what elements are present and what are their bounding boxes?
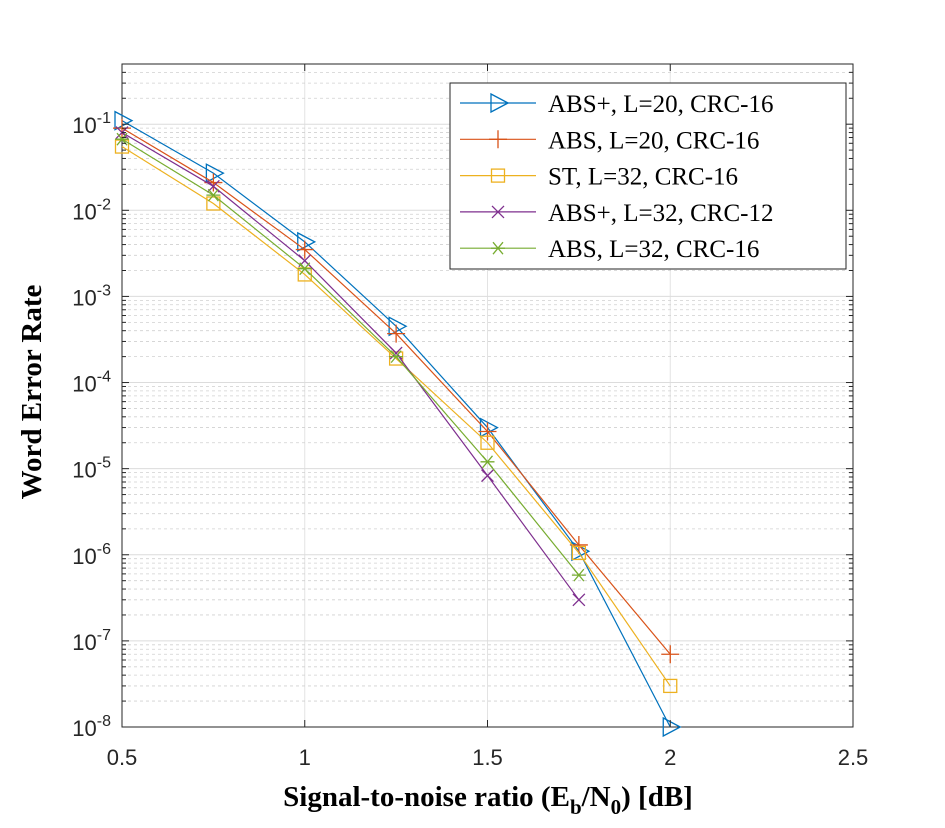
data-point — [206, 188, 221, 202]
ticks: 0.5 1 1.5 2 2.5 10-1 10-2 10-3 10-4 10-5 10-6 10-7 1… — [72, 63, 869, 770]
data-point — [571, 545, 587, 561]
data-point — [387, 324, 406, 343]
legend-label: ST, L=32, CRC-16 — [548, 164, 738, 191]
legend: ABS+, L=20, CRC-16 ABS, L=20, CRC-16 ST, L… — [449, 82, 847, 270]
data-point — [481, 469, 494, 483]
series-layer — [113, 110, 682, 738]
series-line — [121, 132, 580, 601]
data-point — [489, 130, 507, 149]
series-line — [121, 146, 671, 687]
data-point — [490, 92, 510, 114]
legend-item: ABS, L=20, CRC-16 — [460, 127, 759, 154]
data-point — [478, 422, 497, 441]
x-tick-label: 1 — [299, 745, 311, 770]
y-tick-label: 10-6 — [72, 541, 111, 569]
data-point — [205, 163, 225, 184]
data-point — [480, 455, 495, 469]
legend-label: ABS+, L=20, CRC-16 — [548, 91, 773, 118]
data-point — [663, 678, 678, 694]
legend-item: ABS, L=32, CRC-16 — [460, 236, 759, 263]
data-point — [572, 593, 586, 607]
y-tick-label: 10-3 — [72, 282, 111, 310]
data-point — [661, 645, 680, 664]
data-point — [295, 240, 314, 259]
data-point — [571, 568, 586, 582]
data-point — [491, 205, 505, 219]
data-point — [490, 168, 506, 183]
x-axis-title: Signal-to-noise ratio (Eb/N0) [dB] — [283, 781, 693, 819]
data-point — [491, 241, 505, 255]
data-point — [389, 350, 404, 364]
legend-item: ST, L=32, CRC-16 — [460, 164, 738, 191]
y-tick-label: 10-5 — [72, 455, 111, 483]
y-tick-label: 10-8 — [72, 713, 111, 741]
y-tick-label: 10-7 — [72, 627, 111, 655]
y-tick-label: 10-1 — [72, 110, 111, 138]
series-3 — [114, 139, 678, 694]
y-tick-label: 10-2 — [72, 196, 111, 224]
legend-label: ABS, L=20, CRC-16 — [548, 127, 759, 154]
y-axis-title: Word Error Rate — [16, 284, 48, 499]
x-tick-label: 0.5 — [107, 745, 138, 770]
legend-item: ABS+, L=32, CRC-12 — [460, 200, 773, 227]
data-point — [297, 231, 317, 252]
x-tick-label: 2.5 — [838, 745, 869, 770]
data-point — [480, 435, 495, 450]
y-tick-label: 10-4 — [72, 369, 111, 397]
x-tick-label: 2 — [664, 745, 676, 770]
data-point — [206, 196, 221, 211]
series-line — [121, 138, 580, 576]
legend-label: ABS+, L=32, CRC-12 — [548, 200, 773, 227]
data-point — [114, 110, 134, 131]
legend-label: ABS, L=32, CRC-16 — [548, 236, 759, 263]
data-point — [388, 316, 408, 337]
data-point — [662, 716, 682, 738]
data-point — [297, 262, 312, 276]
data-point — [388, 351, 404, 366]
x-tick-label: 1.5 — [472, 745, 503, 770]
legend-item: ABS+, L=20, CRC-16 — [460, 91, 773, 118]
